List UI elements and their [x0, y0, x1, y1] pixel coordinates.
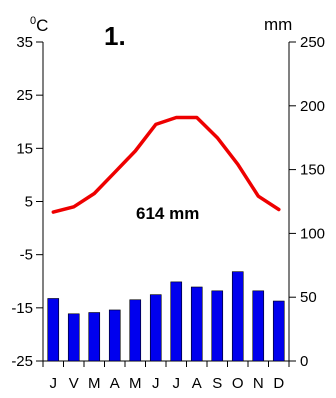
precipitation-unit-label: mm: [264, 15, 292, 34]
left-tick-label: 35: [16, 34, 33, 51]
left-tick-label: -15: [11, 300, 33, 317]
precipitation-bar: [47, 298, 60, 362]
right-tick-label: 0: [300, 353, 308, 370]
precipitation-bar: [272, 300, 285, 362]
temperature-line: [51, 115, 281, 214]
precipitation-bar: [211, 290, 224, 362]
right-tick-label: 150: [300, 162, 325, 179]
month-label: J: [50, 375, 58, 392]
month-label: N: [253, 375, 264, 392]
precipitation-bar: [170, 281, 183, 362]
precipitation-bar: [149, 294, 162, 362]
right-tick-label: 50: [300, 289, 317, 306]
precipitation-bar: [231, 271, 244, 362]
month-label: A: [192, 375, 202, 392]
precipitation-bar: [252, 290, 265, 362]
left-tick-label: -25: [11, 353, 33, 370]
month-label: M: [129, 375, 142, 392]
month-label: V: [69, 375, 79, 392]
precipitation-bar: [129, 299, 142, 362]
temperature-line-path: [51, 115, 281, 214]
precipitation-bar: [88, 312, 101, 362]
month-label: S: [212, 375, 222, 392]
chart-title: 1.: [104, 21, 126, 51]
month-label: A: [110, 375, 120, 392]
month-label: J: [173, 375, 181, 392]
month-label: J: [152, 375, 160, 392]
precipitation-bar: [67, 313, 80, 362]
precipitation-bar: [108, 309, 121, 362]
temperature-unit-label: 0C: [30, 15, 48, 35]
left-tick-label: 15: [16, 140, 33, 157]
left-tick-label: 5: [25, 194, 33, 211]
month-label: D: [273, 375, 284, 392]
axes: [36, 41, 296, 367]
precipitation-bar: [190, 286, 203, 362]
right-tick-label: 250: [300, 34, 325, 51]
right-tick-label: 200: [300, 98, 325, 115]
month-label: O: [232, 375, 244, 392]
left-tick-label: 25: [16, 87, 33, 104]
annual-precipitation-annotation: 614 mm: [136, 204, 199, 223]
degree-sign: 0: [30, 15, 36, 27]
celsius-letter: C: [36, 16, 48, 35]
precipitation-bars: [47, 271, 285, 362]
right-tick-label: 100: [300, 225, 325, 242]
month-label: M: [88, 375, 101, 392]
left-tick-label: -5: [20, 247, 33, 264]
